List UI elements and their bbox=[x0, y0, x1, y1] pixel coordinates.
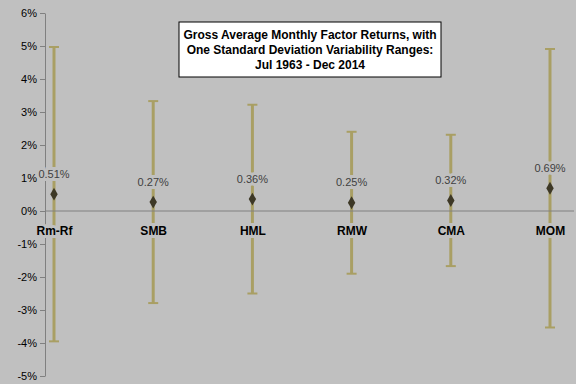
title-box bbox=[179, 22, 441, 77]
x-tick: Rm-Rf bbox=[37, 211, 74, 238]
y-tick-label: 3% bbox=[21, 106, 37, 118]
chart: -5% -4% -3% -2% -1% 0% 1% 2% 3% 4% 5% 6% Rm-Rf SMB HML… bbox=[0, 0, 576, 384]
error-bar-cap-low bbox=[446, 265, 456, 267]
y-tick-label: -3% bbox=[17, 304, 37, 316]
point bbox=[249, 193, 256, 206]
error-bar-cap-low bbox=[247, 293, 257, 295]
y-tick-label: -2% bbox=[17, 271, 37, 283]
y-tick-mark bbox=[40, 310, 45, 311]
error-bar-cap-low bbox=[49, 340, 59, 342]
y-tick-mark bbox=[40, 112, 45, 113]
point bbox=[546, 182, 553, 195]
data-label: 0.51% bbox=[38, 168, 69, 180]
y-axis-line bbox=[45, 14, 46, 377]
y-tick: -2% bbox=[17, 271, 45, 283]
error-bar-cap-high bbox=[347, 131, 357, 133]
error-bar-cap-high bbox=[247, 104, 257, 106]
x-tick-label: HML bbox=[240, 224, 266, 238]
x-tick-label: SMB bbox=[140, 224, 167, 238]
error-bar bbox=[347, 132, 357, 274]
data-label: 0.36% bbox=[237, 173, 268, 185]
data-label: 0.25% bbox=[336, 176, 367, 188]
error-bar-cap-high bbox=[545, 48, 555, 50]
y-tick: 3% bbox=[21, 106, 45, 118]
y-tick-mark bbox=[40, 376, 45, 377]
error-bar bbox=[247, 105, 257, 294]
error-bar bbox=[49, 47, 59, 341]
y-tick-mark bbox=[40, 211, 45, 212]
marks bbox=[49, 47, 555, 341]
y-tick-label: -5% bbox=[17, 370, 37, 382]
x-tick-label: RMW bbox=[337, 224, 368, 238]
y-tick-mark bbox=[40, 244, 45, 245]
y-tick-mark bbox=[40, 343, 45, 344]
error-bar-cap-high bbox=[49, 46, 59, 48]
y-tick-label: 1% bbox=[21, 172, 37, 184]
y-tick-label: -1% bbox=[17, 238, 37, 250]
title-line: One Standard Deviation Variability Range… bbox=[187, 43, 434, 57]
y-axis: -5% -4% -3% -2% -1% 0% 1% 2% 3% 4% 5% 6% bbox=[17, 7, 45, 382]
x-tick: CMA bbox=[438, 211, 466, 238]
x-tick: HML bbox=[240, 211, 266, 238]
y-tick: -4% bbox=[17, 337, 45, 349]
point bbox=[447, 194, 454, 207]
y-tick: -1% bbox=[17, 238, 45, 250]
y-tick-label: 0% bbox=[21, 205, 37, 217]
data-label: 0.32% bbox=[435, 174, 466, 186]
y-tick: -5% bbox=[17, 370, 45, 382]
data-label: 0.69% bbox=[534, 162, 565, 174]
background bbox=[0, 0, 576, 384]
data-labels: 0.51% 0.27% 0.36% 0.25% 0.32% 0.69% bbox=[38, 162, 565, 189]
point bbox=[149, 196, 156, 209]
error-bar bbox=[446, 135, 456, 266]
y-tick: 5% bbox=[21, 40, 45, 52]
y-tick-label: 5% bbox=[21, 40, 37, 52]
error-bar-cap-low bbox=[545, 326, 555, 328]
error-bar-cap-low bbox=[148, 302, 158, 304]
y-tick-label: -4% bbox=[17, 337, 37, 349]
y-tick-mark bbox=[40, 277, 45, 278]
x-tick-label: CMA bbox=[438, 224, 466, 238]
y-tick-mark bbox=[40, 145, 45, 146]
y-tick: 2% bbox=[21, 139, 45, 151]
error-bar-cap-high bbox=[446, 134, 456, 136]
y-tick: 4% bbox=[21, 73, 45, 85]
y-tick-mark bbox=[40, 79, 45, 80]
y-tick-label: 6% bbox=[21, 7, 37, 19]
title: Gross Average Monthly Factor Returns, wi… bbox=[179, 22, 441, 77]
x-tick: SMB bbox=[140, 211, 167, 238]
title-text: Gross Average Monthly Factor Returns, wi… bbox=[183, 28, 436, 72]
y-tick-label: 2% bbox=[21, 139, 37, 151]
y-tick: -3% bbox=[17, 304, 45, 316]
y-tick: 0% bbox=[21, 205, 45, 217]
error-bar-cap-low bbox=[347, 273, 357, 275]
title-line: Jul 1963 - Dec 2014 bbox=[255, 58, 365, 72]
x-axis: Rm-Rf SMB HML RMW CMA MOM bbox=[37, 211, 575, 238]
error-bar bbox=[545, 49, 555, 328]
data-label: 0.27% bbox=[138, 176, 169, 188]
title-line: Gross Average Monthly Factor Returns, wi… bbox=[183, 28, 436, 42]
y-tick-label: 4% bbox=[21, 73, 37, 85]
y-tick-mark bbox=[40, 46, 45, 47]
x-tick-label: Rm-Rf bbox=[37, 224, 74, 238]
points bbox=[50, 182, 553, 209]
y-tick: 6% bbox=[21, 7, 45, 19]
x-tick-label: MOM bbox=[536, 224, 565, 238]
point bbox=[348, 196, 355, 209]
y-tick-mark bbox=[40, 13, 45, 14]
error-bar bbox=[148, 101, 158, 303]
point bbox=[50, 188, 57, 201]
error-bar-cap-high bbox=[148, 100, 158, 102]
x-axis-line bbox=[45, 211, 574, 212]
x-tick: RMW bbox=[337, 211, 368, 238]
x-tick: MOM bbox=[536, 211, 565, 238]
